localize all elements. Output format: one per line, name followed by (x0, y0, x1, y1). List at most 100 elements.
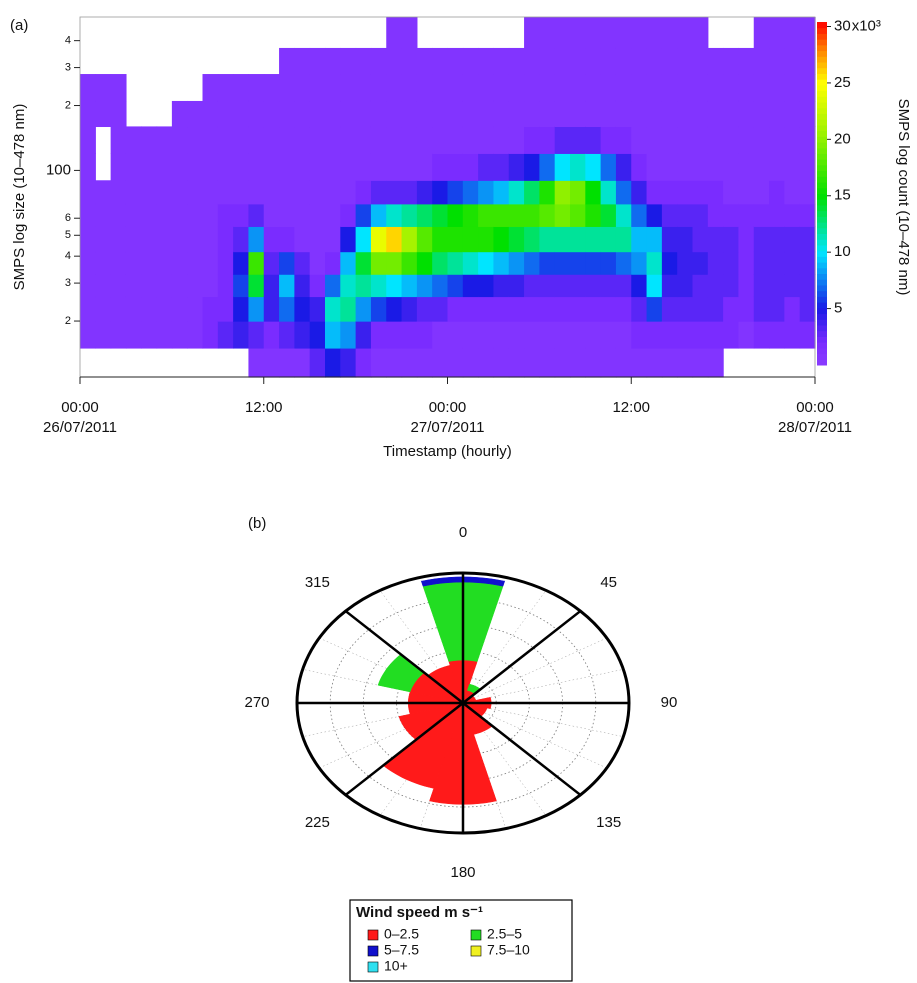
colorbar-step (817, 273, 827, 280)
heat-cell (233, 321, 250, 349)
heat-cell (462, 47, 479, 75)
heat-cell (248, 226, 265, 253)
heat-cell (447, 296, 464, 322)
heat-cell (661, 321, 678, 349)
heat-cell (416, 274, 433, 298)
heat-cell (386, 203, 403, 227)
heat-cell (355, 296, 372, 322)
heat-cell (217, 74, 234, 102)
heat-cell (692, 251, 709, 275)
heat-cell (370, 274, 387, 298)
heat-cell (769, 321, 785, 349)
heat-cell (631, 251, 648, 275)
heat-cell (661, 251, 678, 275)
heat-cell (202, 74, 219, 102)
heat-cell (753, 74, 770, 102)
heat-cell (386, 47, 403, 75)
heat-cell (462, 126, 479, 154)
heat-cell (325, 226, 341, 253)
colorbar-step (817, 256, 827, 263)
heat-cell (585, 321, 602, 349)
heat-cell (233, 296, 250, 322)
heat-cell (171, 203, 188, 227)
heat-cell (585, 274, 602, 298)
heat-cell (661, 226, 678, 253)
y-tick-label: 2 (65, 315, 71, 327)
heat-cell (769, 126, 785, 154)
heat-cell (707, 296, 724, 322)
heat-cell (340, 126, 357, 154)
heat-cell (493, 274, 510, 298)
colorbar-step (817, 113, 827, 120)
heat-cell (661, 126, 678, 154)
heat-cell (294, 296, 311, 322)
heat-cell (309, 126, 326, 154)
heat-cell (110, 100, 127, 128)
angular-grid (302, 669, 464, 704)
heat-cell (753, 321, 770, 349)
heat-cell (248, 100, 265, 128)
heat-cell (600, 203, 617, 227)
colorbar-step (817, 90, 827, 97)
heat-cell (493, 347, 510, 378)
heat-cell (355, 321, 372, 349)
heat-cell (539, 274, 556, 298)
colorbar-step (817, 233, 827, 240)
colorbar-step (817, 159, 827, 166)
heat-cell (294, 274, 311, 298)
heat-cell (478, 47, 495, 75)
legend-swatch (367, 945, 379, 957)
heat-cell (386, 226, 403, 253)
heat-cell (692, 296, 709, 322)
heat-cell (309, 321, 326, 349)
heat-cell (692, 47, 709, 75)
heat-cell (508, 74, 525, 102)
heat-cell (723, 274, 740, 298)
heat-cell (493, 100, 510, 128)
heat-cell (554, 321, 571, 349)
heat-cell (554, 180, 571, 205)
heat-cell (753, 274, 770, 298)
heat-cell (707, 226, 724, 253)
heat-cell (432, 126, 449, 154)
heat-cell (110, 153, 127, 181)
rose-wedge (462, 702, 493, 735)
heat-cell (187, 100, 204, 128)
rose-wedge (382, 702, 464, 789)
colorbar-step (817, 22, 827, 29)
heat-cell (738, 226, 755, 253)
heat-cell (677, 126, 694, 154)
heat-cell (141, 203, 158, 227)
heat-cell (707, 47, 724, 75)
colorbar-tick-label: 10 (834, 243, 851, 260)
heat-cell (355, 347, 372, 378)
heat-cell (156, 321, 173, 349)
heat-cell (156, 180, 173, 205)
heat-cell (217, 180, 234, 205)
heat-cell (539, 347, 556, 378)
heat-cell (294, 226, 311, 253)
heat-cell (386, 347, 403, 378)
heat-cell (615, 74, 632, 102)
heat-cell (447, 47, 464, 75)
colorbar-step (817, 330, 827, 337)
heat-cell (355, 100, 372, 128)
heat-cell (661, 74, 678, 102)
heat-cell (769, 203, 785, 227)
heat-cell (631, 296, 648, 322)
heat-cell (723, 203, 740, 227)
heat-cell (233, 180, 250, 205)
heat-cell (539, 47, 556, 75)
heat-cell (493, 47, 510, 75)
heat-cell (661, 180, 678, 205)
colorbar-step (817, 136, 827, 143)
heat-cell (478, 226, 495, 253)
legend-label: 7.5–10 (487, 942, 530, 958)
heat-cell (707, 180, 724, 205)
heat-cell (416, 321, 433, 349)
heat-cell (646, 100, 663, 128)
heat-cell (386, 126, 403, 154)
heat-cell (141, 274, 158, 298)
angular-grid (462, 702, 624, 737)
